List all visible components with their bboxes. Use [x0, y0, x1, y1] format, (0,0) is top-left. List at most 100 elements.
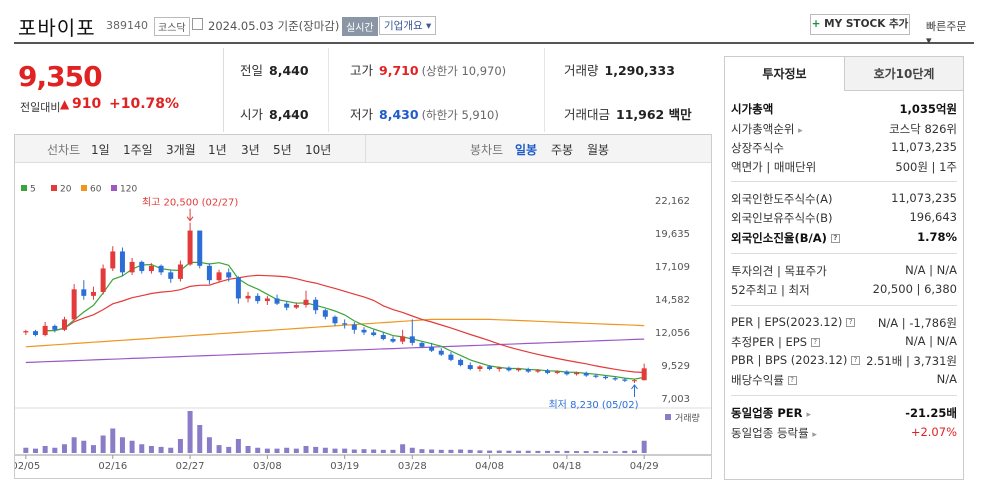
- period-weekly[interactable]: 주봉: [551, 143, 574, 157]
- volume-bar: [235, 439, 241, 453]
- per-label: PER | EPS(2023.12): [731, 315, 843, 329]
- market-cap-rank-value: 코스닥 826위: [889, 122, 957, 136]
- shares-value: 11,073,235: [891, 140, 957, 154]
- stat-prev: 전일 8,440: [240, 60, 309, 79]
- candle-body: [467, 365, 473, 369]
- stock-header: 포바이포 389140 코스닥 2024.05.03 기준(장마감) 실시간 기…: [14, 10, 974, 47]
- legend-swatch-60: [81, 185, 87, 191]
- candle-body: [603, 376, 609, 379]
- volume-bar: [129, 440, 135, 453]
- help-icon[interactable]: ?: [830, 234, 840, 243]
- tab-order-book[interactable]: 호가10단계: [844, 57, 963, 91]
- volume-bar: [477, 450, 483, 453]
- info-tabs: 투자정보 호가10단계: [725, 57, 963, 91]
- volume-bar: [42, 446, 48, 453]
- volume-bar: [622, 450, 628, 453]
- candlestick-chart[interactable]: 5 20 60 120 22,162 19,635 17,109 14,582 12,056 9,…: [15, 163, 711, 478]
- help-icon[interactable]: ?: [787, 376, 797, 385]
- legend-label-120: 120: [120, 185, 137, 195]
- legend-label-20: 20: [60, 185, 72, 195]
- stat-amount: 거래대금 11,962 백만: [564, 104, 692, 123]
- x-tick-label: 02/16: [98, 461, 127, 472]
- x-tick-label: 02/05: [15, 461, 40, 472]
- foreign-limit-label: 외국인한도주식수(A): [731, 192, 833, 206]
- my-stock-add-button[interactable]: + MY STOCK 추가: [810, 14, 910, 35]
- volume-bar: [206, 437, 212, 453]
- volume-bar: [81, 440, 87, 453]
- legend-label-5: 5: [30, 185, 36, 195]
- range-1y[interactable]: 1년: [208, 143, 227, 157]
- volume-bar: [448, 449, 454, 453]
- volume-bar: [506, 450, 512, 453]
- volume-bar: [322, 447, 328, 453]
- candle-body: [545, 370, 551, 373]
- candle-body: [506, 367, 512, 371]
- help-icon[interactable]: ?: [850, 356, 860, 365]
- volume-bar: [245, 446, 251, 453]
- info-row-industry-per[interactable]: 동일업종 PER ▸ -21.25배: [731, 405, 957, 422]
- candle-body: [525, 368, 531, 372]
- quick-order-button[interactable]: 빠른주문 ▾: [926, 20, 967, 47]
- info-row-industry-rate[interactable]: 동일업종 등락률 ▸ +2.07%: [731, 425, 957, 442]
- range-5y[interactable]: 5년: [273, 143, 292, 157]
- candle-body: [361, 329, 367, 333]
- legend-swatch-120: [111, 185, 117, 191]
- volume-bar: [100, 435, 106, 453]
- info-row-market-cap-rank[interactable]: 시가총액순위 ▸ 코스닥 826위: [731, 121, 957, 138]
- volume-bar: [496, 450, 502, 453]
- volume-bar: [612, 451, 618, 453]
- range-10y[interactable]: 10년: [305, 143, 332, 157]
- volume-bar: [313, 446, 319, 453]
- candle-body: [216, 272, 222, 281]
- volume-bar: [264, 448, 270, 453]
- volume-bar: [516, 450, 522, 453]
- range-1d[interactable]: 1일: [91, 143, 110, 157]
- volume-bar: [603, 451, 609, 453]
- investment-info-panel: 투자정보 호가10단계 시가총액 1,035억원 시가총액순위 ▸ 코스닥 826위…: [724, 56, 964, 480]
- ma-120-line: [25, 338, 645, 364]
- up-arrow-icon: ▲: [60, 97, 70, 111]
- candle-body: [332, 316, 338, 324]
- pbr-label: PBR | BPS (2023.12): [731, 353, 848, 367]
- divider: [731, 181, 957, 182]
- week52-value: 20,500 | 6,380: [872, 282, 957, 296]
- candle-body: [342, 323, 348, 325]
- chevron-right-icon: ▸: [806, 410, 812, 420]
- candle-body: [158, 265, 164, 273]
- pbr-value: 2.51배 | 3,731원: [866, 354, 957, 368]
- legend-swatch-20: [51, 185, 57, 191]
- range-3y[interactable]: 3년: [241, 143, 260, 157]
- dividend-label: 배당수익률: [731, 373, 784, 387]
- candle-body: [23, 331, 29, 333]
- stat-high-value: 9,710: [379, 63, 419, 78]
- candle-body: [390, 338, 396, 342]
- candle-chart-label[interactable]: 봉차트: [470, 143, 504, 157]
- period-daily[interactable]: 일봉: [515, 143, 538, 157]
- candle-body: [632, 380, 638, 382]
- x-tick-label: 04/08: [475, 461, 504, 472]
- candle-body: [409, 336, 415, 343]
- range-3m[interactable]: 3개월: [166, 143, 196, 157]
- tab-investment-info[interactable]: 투자정보: [725, 57, 844, 91]
- company-overview-button[interactable]: 기업개요 ▾: [379, 16, 437, 35]
- low-annotation: 최저 8,230 (05/02): [548, 399, 638, 411]
- range-1w[interactable]: 1주일: [123, 143, 153, 157]
- info-row-shares: 상장주식수 11,073,235: [731, 140, 957, 157]
- per-value: N/A | -1,786원: [877, 316, 957, 330]
- line-chart-label[interactable]: 선차트: [47, 143, 81, 157]
- info-row-foreign-ratio: 외국인소진율(B/A) ? 1.78%: [731, 230, 957, 247]
- help-icon[interactable]: ?: [846, 318, 856, 327]
- info-row-dividend: 배당수익률 ? N/A: [731, 372, 957, 389]
- realtime-badge[interactable]: 실시간: [342, 17, 378, 36]
- stat-open-value: 8,440: [269, 107, 309, 122]
- period-monthly[interactable]: 월봉: [587, 143, 610, 157]
- price-stats: 전일 8,440 시가 8,440 고가 9,710 (상한가 10,970) 저가 8,…: [226, 48, 712, 132]
- y-tick-label: 22,162: [655, 196, 690, 207]
- stat-volume-label: 거래량: [564, 63, 599, 78]
- volume-bar: [71, 437, 77, 453]
- candle-body: [71, 289, 77, 320]
- help-icon[interactable]: ?: [810, 338, 820, 347]
- candle-body: [400, 336, 406, 342]
- candle-body: [81, 289, 87, 296]
- volume-legend-swatch: [665, 414, 671, 420]
